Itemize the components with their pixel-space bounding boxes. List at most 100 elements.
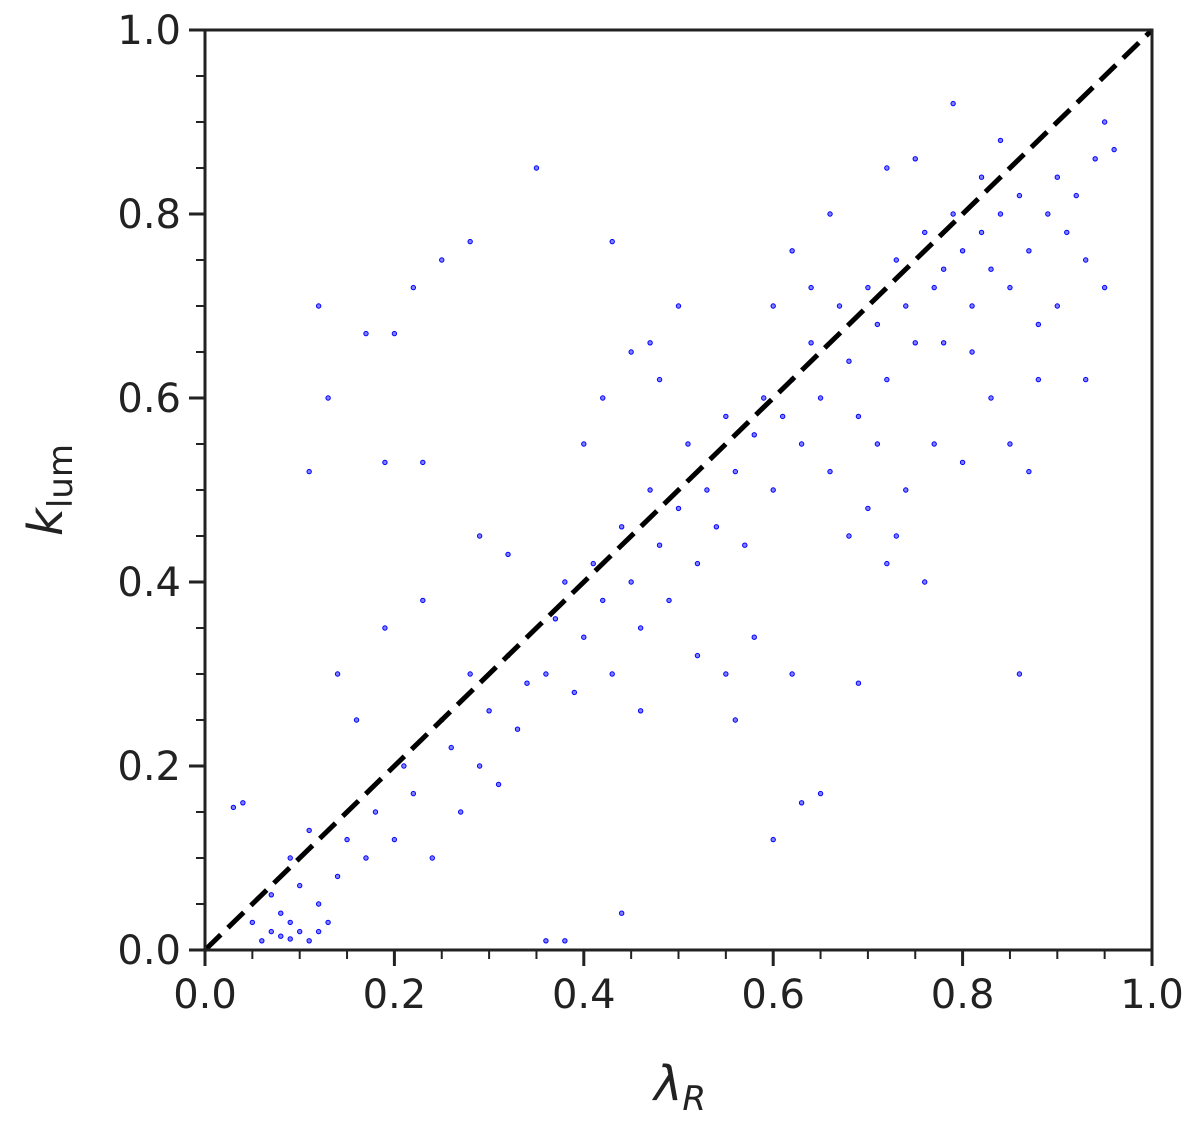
point [1073, 192, 1079, 199]
point [789, 671, 795, 677]
point [940, 340, 947, 346]
point [779, 413, 786, 420]
point [817, 395, 824, 401]
x-tick-label: 1.0 [1120, 972, 1184, 1018]
point [912, 156, 918, 162]
point [1083, 376, 1089, 383]
point [533, 165, 540, 171]
point [410, 284, 417, 291]
point [315, 303, 322, 309]
point [884, 376, 890, 383]
point [315, 928, 322, 935]
point [827, 211, 833, 217]
point [846, 533, 852, 539]
point [334, 671, 341, 677]
point [685, 441, 691, 447]
point [495, 781, 502, 788]
point [1083, 257, 1089, 263]
point [666, 597, 672, 604]
x-tick-label: 0.8 [931, 972, 995, 1018]
point [410, 790, 417, 797]
point [997, 211, 1004, 217]
point [429, 855, 435, 861]
point [391, 330, 398, 337]
point [382, 625, 388, 631]
point [344, 836, 350, 843]
point [903, 303, 909, 309]
point [382, 459, 388, 466]
point [675, 303, 682, 309]
point [761, 395, 767, 401]
y-axis-label: klum [18, 444, 81, 536]
point [770, 836, 776, 843]
point [922, 579, 928, 585]
point [1016, 671, 1023, 677]
point [1026, 248, 1032, 254]
point [609, 671, 615, 677]
point [874, 441, 881, 447]
point [732, 717, 739, 723]
point [278, 910, 284, 916]
point [846, 358, 852, 364]
point [505, 551, 511, 558]
point [827, 468, 833, 475]
point [922, 229, 928, 236]
point [391, 836, 398, 843]
point [694, 652, 701, 659]
point [798, 441, 805, 447]
point [287, 855, 293, 861]
point [1101, 284, 1108, 291]
point [865, 284, 871, 291]
point [647, 340, 653, 346]
point [1035, 376, 1042, 383]
point [931, 284, 937, 291]
point [334, 873, 341, 880]
point [543, 671, 549, 677]
x-axis-label: λR [651, 1056, 706, 1117]
y-tick-label: 1.0 [117, 8, 181, 54]
point [420, 459, 426, 466]
point [931, 441, 937, 447]
point [855, 680, 862, 686]
point [798, 800, 805, 806]
point [230, 804, 237, 811]
point [306, 827, 312, 834]
point [713, 524, 720, 530]
y-tick-label: 0.2 [117, 744, 181, 790]
point [694, 560, 701, 567]
point [959, 459, 966, 466]
point [297, 882, 303, 889]
point [770, 487, 776, 493]
x-label-subscript: R [682, 1079, 706, 1117]
y-tick-label: 0.4 [117, 560, 181, 606]
point [1054, 303, 1061, 309]
point [363, 330, 369, 337]
x-tick-label: 0.4 [552, 972, 616, 1018]
y-label-symbol: k [18, 506, 74, 536]
point [808, 340, 814, 346]
point [628, 349, 634, 355]
point [675, 505, 682, 512]
point [893, 257, 900, 263]
point [1026, 468, 1032, 475]
y-label-subscript: lum [41, 444, 81, 508]
y-tick-label: 0.8 [117, 192, 181, 238]
point [486, 708, 492, 714]
point [770, 303, 776, 309]
point [306, 938, 312, 944]
point [618, 910, 625, 916]
point [543, 938, 549, 944]
point [363, 855, 369, 861]
reference-line [203, 28, 1154, 952]
point [467, 238, 473, 245]
point [912, 340, 918, 346]
point [259, 938, 265, 944]
point [704, 487, 710, 493]
point [751, 634, 757, 640]
point [723, 413, 729, 420]
point [789, 248, 795, 254]
point [988, 395, 994, 401]
point [552, 616, 559, 622]
point [1111, 146, 1117, 153]
point [969, 303, 975, 309]
